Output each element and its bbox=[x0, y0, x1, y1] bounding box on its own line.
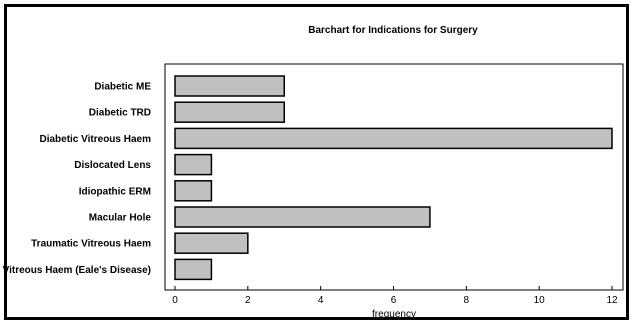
chart-frame bbox=[4, 4, 629, 320]
category-label: Traumatic Vitreous Haem bbox=[31, 239, 151, 250]
category-labels: Diabetic ME Diabetic TRD Diabetic Vitreous… bbox=[3, 82, 152, 276]
x-tick-label: 12 bbox=[606, 295, 618, 306]
category-label: Idiopathic ERM bbox=[79, 186, 151, 197]
bar bbox=[174, 75, 285, 97]
chart-title: Barchart for Indications for Surgery bbox=[308, 25, 478, 36]
category-label: Diabetic ME bbox=[94, 82, 151, 93]
category-label: Diabetic TRD bbox=[89, 108, 151, 119]
x-tick-label: 0 bbox=[172, 295, 178, 306]
x-tick-label: 2 bbox=[245, 295, 251, 306]
x-tick-label: 8 bbox=[464, 295, 470, 306]
category-label: Macular Hole bbox=[89, 213, 152, 224]
bars-group bbox=[174, 75, 613, 281]
x-tick-label: 6 bbox=[391, 295, 397, 306]
bar bbox=[174, 206, 431, 228]
bar bbox=[174, 232, 249, 254]
category-label: Vitreous Haem (Eale's Disease) bbox=[3, 265, 151, 276]
x-axis: 0 2 4 6 8 10 12 bbox=[172, 286, 618, 306]
x-tick-label: 4 bbox=[318, 295, 324, 306]
category-label: Dislocated Lens bbox=[74, 160, 151, 171]
bar bbox=[174, 101, 285, 123]
x-tick-label: 10 bbox=[534, 295, 546, 306]
bar bbox=[174, 180, 213, 202]
bar bbox=[174, 127, 613, 150]
bar bbox=[174, 153, 213, 176]
bar bbox=[174, 258, 213, 281]
category-label: Diabetic Vitreous Haem bbox=[39, 134, 151, 145]
plot-area-border bbox=[164, 63, 624, 291]
x-axis-label: frequency bbox=[372, 309, 416, 320]
